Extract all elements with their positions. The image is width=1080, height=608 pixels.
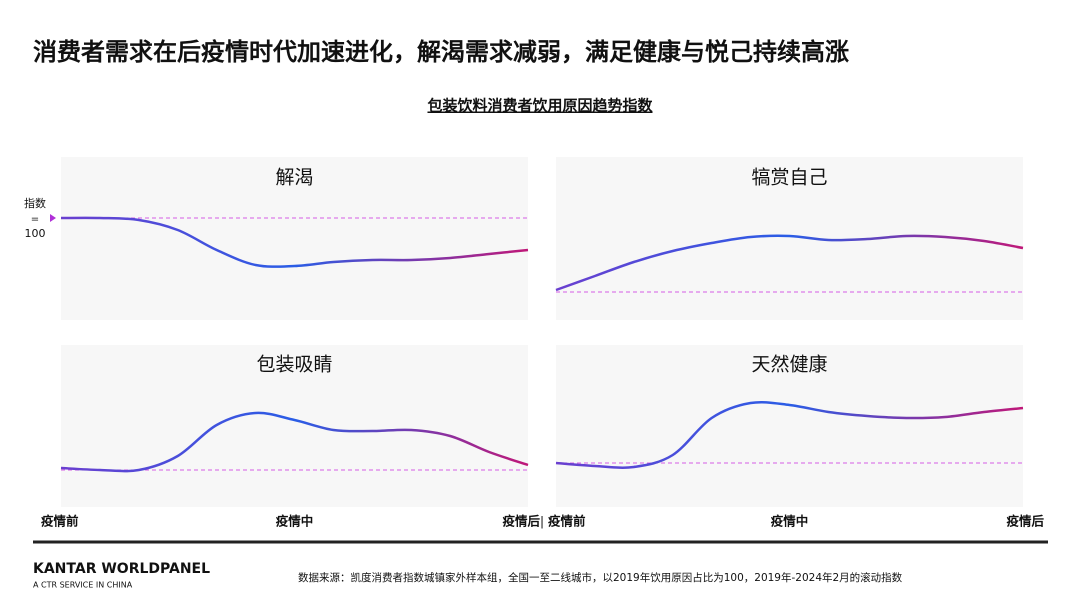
panel <box>61 345 528 507</box>
slide-title: 消费者需求在后疫情时代加速进化，解渴需求减弱，满足健康与悦己持续高涨 <box>33 38 849 66</box>
trend-line <box>555 234 1024 292</box>
brand: KANTAR WORLDPANEL <box>33 561 210 577</box>
panel-title: 解渴 <box>275 167 313 189</box>
separator: | <box>540 515 544 529</box>
index-arrow <box>50 214 56 222</box>
panel-title: 包装吸睛 <box>256 354 332 376</box>
x-tick-label: 疫情前 <box>548 514 586 529</box>
index-eq: = <box>31 214 39 225</box>
x-tick-label: 疫情中 <box>771 514 809 529</box>
x-tick-label: 疫情后 <box>1006 514 1044 529</box>
panel-title: 天然健康 <box>751 354 827 376</box>
trend-line <box>60 411 529 473</box>
trend-line <box>60 216 529 268</box>
subtitle: 包装饮料消费者饮用原因趋势指数 <box>427 97 653 115</box>
x-tick-label: 疫情中 <box>276 514 314 529</box>
index-label: 指数 <box>24 196 46 210</box>
trend-line <box>555 400 1024 469</box>
x-tick-label: 疫情前 <box>41 514 79 529</box>
panel <box>556 157 1023 320</box>
index-value: 100 <box>25 227 46 240</box>
panel <box>556 345 1023 507</box>
panel-title: 犒赏自己 <box>751 167 827 189</box>
source-note: 数据来源：凯度消费者指数城镇家外样本组，全国一至二线城市，以2019年饮用原因占… <box>298 571 903 584</box>
panel <box>61 157 528 320</box>
x-tick-label: 疫情后 <box>502 514 540 529</box>
tagline: A CTR SERVICE IN CHINA <box>33 581 133 590</box>
